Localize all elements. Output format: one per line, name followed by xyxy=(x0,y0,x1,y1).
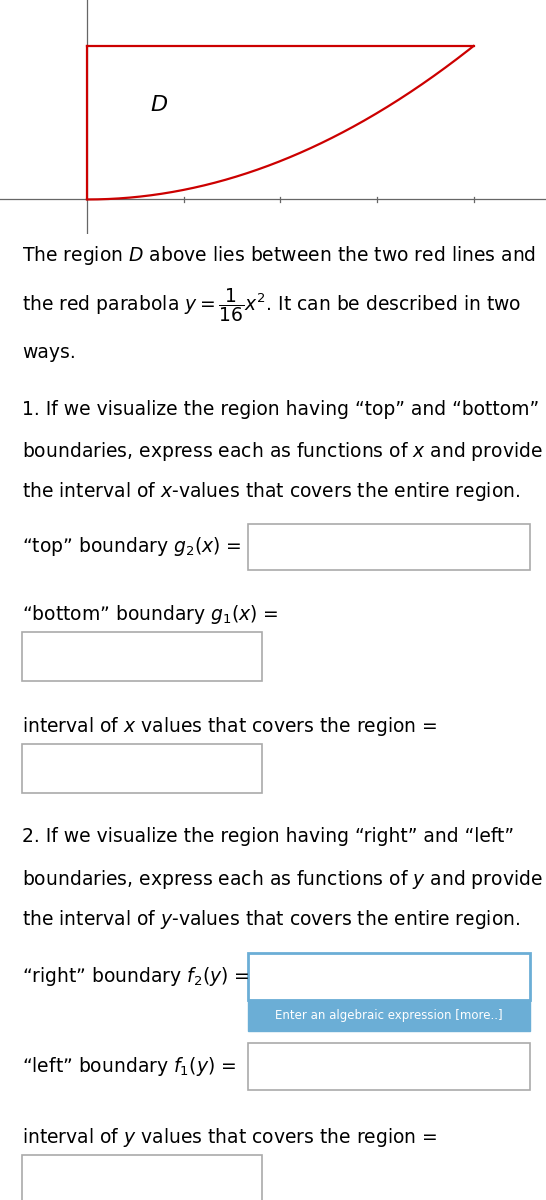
Text: the interval of $y$-values that covers the entire region.: the interval of $y$-values that covers t… xyxy=(22,908,520,931)
Text: boundaries, express each as functions of $x$ and provide: boundaries, express each as functions of… xyxy=(22,440,543,463)
Text: ways.: ways. xyxy=(22,343,75,361)
FancyBboxPatch shape xyxy=(22,632,262,680)
Text: 2. If we visualize the region having “right” and “left”: 2. If we visualize the region having “ri… xyxy=(22,827,514,846)
Text: 1. If we visualize the region having “top” and “bottom”: 1. If we visualize the region having “to… xyxy=(22,400,539,419)
FancyBboxPatch shape xyxy=(22,744,262,793)
Text: boundaries, express each as functions of $y$ and provide: boundaries, express each as functions of… xyxy=(22,868,543,890)
FancyBboxPatch shape xyxy=(22,1156,262,1200)
Text: “top” boundary $g_2(x)$ =: “top” boundary $g_2(x)$ = xyxy=(22,535,241,558)
Text: the red parabola $y = \dfrac{1}{16}x^2$. It can be described in two: the red parabola $y = \dfrac{1}{16}x^2$.… xyxy=(22,286,521,324)
FancyBboxPatch shape xyxy=(248,1000,530,1031)
Text: “bottom” boundary $g_1(x)$ =: “bottom” boundary $g_1(x)$ = xyxy=(22,604,278,626)
FancyBboxPatch shape xyxy=(248,524,530,570)
Text: the interval of $x$-values that covers the entire region.: the interval of $x$-values that covers t… xyxy=(22,480,520,504)
FancyBboxPatch shape xyxy=(248,953,530,1000)
Text: interval of $y$ values that covers the region =: interval of $y$ values that covers the r… xyxy=(22,1127,437,1150)
Text: “right” boundary $f_2(y)$ =: “right” boundary $f_2(y)$ = xyxy=(22,965,250,988)
Text: $D$: $D$ xyxy=(150,95,168,116)
Text: The region $D$ above lies between the two red lines and: The region $D$ above lies between the tw… xyxy=(22,244,536,266)
Text: interval of $x$ values that covers the region =: interval of $x$ values that covers the r… xyxy=(22,715,437,738)
Text: “left” boundary $f_1(y)$ =: “left” boundary $f_1(y)$ = xyxy=(22,1055,236,1078)
Text: Enter an algebraic expression [more..]: Enter an algebraic expression [more..] xyxy=(275,1009,503,1021)
FancyBboxPatch shape xyxy=(248,1043,530,1090)
